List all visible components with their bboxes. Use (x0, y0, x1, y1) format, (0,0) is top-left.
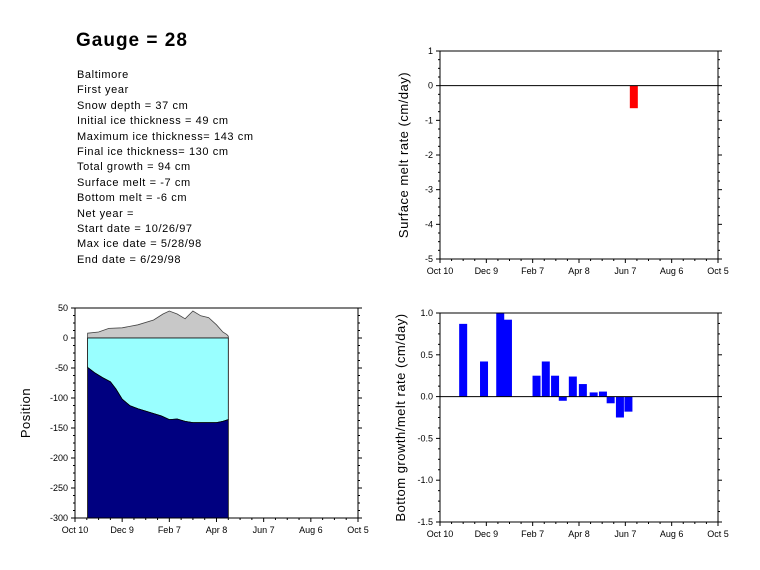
surface-melt-y-axis-label: Surface melt rate (cm/day) (396, 72, 411, 238)
bar (598, 391, 607, 397)
bar (615, 396, 624, 418)
bar (532, 375, 541, 397)
x-tick-label: Oct 5 (707, 266, 729, 276)
bottom-growth-chart: 1.0 0.5 0.0 -0.5 -1.0 -1.5 Oct 10 Dec 9 Feb 7 Apr… (393, 308, 729, 539)
info-line-snow-depth: Snow depth = 37 cm (77, 99, 189, 112)
x-tick-label: Oct 5 (347, 525, 369, 535)
position-y-axis-label: Position (18, 388, 33, 438)
y-tick-label: -0.5 (417, 433, 433, 443)
x-tick-label: Feb 7 (158, 525, 181, 535)
gauge-title: Gauge = 28 (76, 30, 188, 51)
x-tick-label: Oct 10 (427, 529, 454, 539)
bar (551, 375, 560, 397)
x-tick-label: Apr 8 (206, 525, 228, 535)
y-tick-label: 0 (428, 81, 433, 91)
y-tick-label: -200 (50, 453, 68, 463)
y-tick-label: 1.0 (420, 308, 433, 318)
info-panel: Baltimore First year Snow depth = 37 cm … (77, 68, 254, 268)
y-tick-label: -150 (50, 423, 68, 433)
y-tick-label: -5 (425, 254, 433, 264)
info-line-final-ice: Final ice thickness= 130 cm (77, 146, 229, 159)
surface-melt-plot-frame (439, 50, 719, 260)
bar (606, 396, 615, 404)
y-tick-label: -4 (425, 219, 433, 229)
position-chart: 50 0 -50 -100 -150 -200 -250 -300 Oct 10 Dec 9 Feb… (18, 303, 369, 535)
x-tick-label: Dec 9 (475, 529, 499, 539)
y-tick-label: 0.0 (420, 392, 433, 402)
y-tick-label: -50 (55, 363, 68, 373)
bar (541, 361, 550, 397)
y-tick-label: -2 (425, 150, 433, 160)
bar (480, 361, 489, 397)
bar (589, 392, 598, 397)
surface-melt-chart: 1 0 -1 -2 -3 -4 -5 Oct 10 Dec 9 Feb 7 Apr 8 Jun 7 Au… (396, 46, 729, 276)
x-tick-label: Feb 7 (521, 266, 544, 276)
bar (503, 319, 512, 397)
bar (568, 376, 577, 397)
info-line-max-ice-date: Max ice date = 5/28/98 (77, 238, 202, 251)
y-tick-label: -1.0 (417, 475, 433, 485)
y-tick-label: 0.5 (420, 350, 433, 360)
x-tick-label: Oct 10 (427, 266, 454, 276)
bar (624, 396, 633, 412)
x-tick-label: Jun 7 (253, 525, 275, 535)
y-tick-label: -100 (50, 393, 68, 403)
x-tick-label: Feb 7 (521, 529, 544, 539)
y-tick-label: 50 (58, 303, 68, 313)
x-tick-label: Jun 7 (614, 266, 636, 276)
info-line-total-growth: Total growth = 94 cm (77, 161, 191, 174)
info-line-initial-ice: Initial ice thickness = 49 cm (77, 115, 229, 128)
bar (558, 396, 567, 401)
x-tick-label: Oct 5 (707, 529, 729, 539)
x-tick-label: Apr 8 (568, 266, 590, 276)
info-line-surface-melt: Surface melt = -7 cm (77, 176, 191, 189)
y-tick-label: -1 (425, 115, 433, 125)
info-line-ice-type: First year (77, 84, 129, 97)
y-tick-label: 1 (428, 46, 433, 56)
x-tick-label: Oct 10 (62, 525, 89, 535)
bottom-growth-plot-frame (439, 312, 719, 523)
x-tick-label: Aug 6 (660, 266, 684, 276)
info-line-end-date: End date = 6/29/98 (77, 253, 182, 266)
x-tick-label: Dec 9 (110, 525, 134, 535)
info-line-net-year: Net year = (77, 207, 135, 220)
bar (629, 85, 638, 109)
info-line-bottom-melt: Bottom melt = -6 cm (77, 192, 188, 205)
x-tick-label: Apr 8 (568, 529, 590, 539)
y-tick-label: -3 (425, 185, 433, 195)
snow-layer (87, 310, 229, 339)
bar (459, 323, 468, 397)
info-line-start-date: Start date = 10/26/97 (77, 223, 193, 236)
info-line-location: Baltimore (77, 69, 129, 81)
bar (496, 313, 505, 397)
bottom-growth-y-axis-label: Bottom growth/melt rate (cm/day) (393, 313, 408, 521)
ice-lower-layer (87, 366, 229, 519)
info-line-max-ice: Maximum ice thickness= 143 cm (77, 130, 254, 143)
x-tick-label: Aug 6 (299, 525, 323, 535)
x-tick-label: Jun 7 (614, 529, 636, 539)
bar (578, 384, 587, 397)
y-tick-label: -250 (50, 483, 68, 493)
y-tick-label: -1.5 (417, 517, 433, 527)
y-tick-label: 0 (63, 333, 68, 343)
x-tick-label: Aug 6 (660, 529, 684, 539)
x-tick-label: Dec 9 (475, 266, 499, 276)
y-tick-label: -300 (50, 513, 68, 523)
